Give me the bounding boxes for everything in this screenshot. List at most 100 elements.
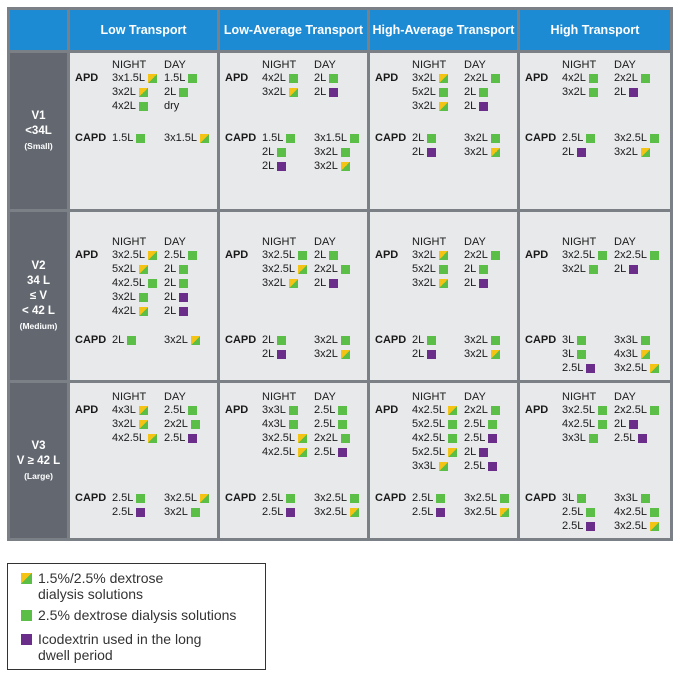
dose-value: 3x2L xyxy=(314,160,338,172)
green-swatch-icon xyxy=(148,279,158,288)
dose-value: 4x2.5L xyxy=(614,506,648,518)
green-swatch-icon xyxy=(277,148,287,157)
green-swatch-icon xyxy=(448,434,458,443)
green-swatch-icon xyxy=(298,251,308,260)
green-swatch-icon xyxy=(190,420,200,429)
row-label-line: ≤ V xyxy=(29,290,48,302)
night-heading: NIGHT xyxy=(262,59,297,71)
green-swatch-icon xyxy=(286,494,296,503)
dose-value: 3x2L xyxy=(562,263,586,275)
green-swatch-icon xyxy=(598,251,608,260)
purple-swatch-icon xyxy=(277,350,287,359)
night-heading: NIGHT xyxy=(562,236,597,248)
apd-label: APD xyxy=(75,404,99,416)
mixed-swatch-icon xyxy=(438,102,448,111)
dose-value: 3x2.5L xyxy=(112,249,146,261)
header-high-average-transport: High-Average Transport xyxy=(370,10,517,50)
dose-value: 3x2L xyxy=(412,100,436,112)
dose-value: 2L xyxy=(614,418,627,430)
dose-value: 2x2L xyxy=(464,404,488,416)
green-swatch-icon xyxy=(427,134,437,143)
capd-label: CAPD xyxy=(375,132,407,144)
dose-value: 2L xyxy=(164,277,177,289)
dose-value: 2L xyxy=(164,86,177,98)
green-swatch-icon xyxy=(490,251,500,260)
dose-value: 2L xyxy=(314,86,327,98)
green-swatch-icon xyxy=(179,265,189,274)
dose-value: 2.5L xyxy=(464,460,486,472)
green-swatch-icon xyxy=(490,336,500,345)
purple-swatch-icon xyxy=(488,462,498,471)
green-swatch-icon xyxy=(588,265,598,274)
green-swatch-icon xyxy=(277,336,287,345)
dose-value: 2x2.5L xyxy=(614,404,648,416)
mixed-swatch-icon xyxy=(640,148,650,157)
mixed-swatch-icon xyxy=(438,279,448,288)
day-heading: DAY xyxy=(164,391,186,403)
green-swatch-icon xyxy=(188,74,198,83)
dose-value: 4x2L xyxy=(262,72,286,84)
dose-value: 2L xyxy=(314,277,327,289)
regimen-cell: NIGHT DAY APD CAPD 3x1.5L 3x2L 4x2L 1.5L 2L dry 1.… xyxy=(70,53,217,209)
regimen-cell: NIGHT DAY APD CAPD 3x2.5L 5x2L 4x2.5L 3x2L 4x2L 2… xyxy=(70,212,217,380)
green-swatch-icon xyxy=(190,508,200,517)
dose-value: 3x2L xyxy=(464,146,488,158)
dose-value: 2L xyxy=(262,334,275,346)
dose-value: 3x2L xyxy=(412,72,436,84)
dose-value: 3x2.5L xyxy=(262,432,296,444)
dose-value: 3x2L xyxy=(412,249,436,261)
mixed-swatch-icon xyxy=(138,265,148,274)
mixed-swatch-icon xyxy=(340,350,350,359)
purple-swatch-icon xyxy=(629,265,639,274)
dose-value: 2L xyxy=(262,160,275,172)
dose-value: 3x3L xyxy=(262,404,286,416)
purple-swatch-icon xyxy=(479,102,489,111)
dose-value: 3x2L xyxy=(314,146,338,158)
legend-text: dialysis solutions xyxy=(38,586,144,602)
dose-value: 2L xyxy=(412,146,425,158)
dose-value: dry xyxy=(164,100,180,112)
dose-value: 3x2.5L xyxy=(464,506,498,518)
dose-value: 4x2.5L xyxy=(262,446,296,458)
row-label-size: (Large) xyxy=(24,470,53,481)
green-swatch-icon xyxy=(288,74,298,83)
dose-value: 3x1.5L xyxy=(164,132,198,144)
capd-label: CAPD xyxy=(525,492,557,504)
purple-swatch-icon xyxy=(427,350,437,359)
green-swatch-icon xyxy=(179,88,189,97)
row-label-line: V1 xyxy=(31,110,46,122)
day-heading: DAY xyxy=(614,391,636,403)
night-heading: NIGHT xyxy=(112,391,147,403)
green-swatch-icon xyxy=(650,508,660,517)
dose-value: 3x3L xyxy=(412,460,436,472)
dose-value: 3x3L xyxy=(562,432,586,444)
purple-swatch-icon xyxy=(136,508,146,517)
green-swatch-icon xyxy=(479,88,489,97)
dose-value: 2x2L xyxy=(164,418,188,430)
green-swatch-icon xyxy=(438,265,448,274)
regimen-cell: NIGHT DAY APD CAPD 3x2L 5x2L 3x2L 2x2L 2L 2L 2L 2L 3… xyxy=(370,53,517,209)
mixed-swatch-icon xyxy=(138,406,148,415)
dose-value: 2L xyxy=(464,263,477,275)
dose-value: 2.5L xyxy=(262,492,284,504)
purple-swatch-icon xyxy=(586,522,596,531)
dose-value: 2.5L xyxy=(412,506,434,518)
mixed-swatch-icon xyxy=(148,434,158,443)
purple-swatch-icon xyxy=(629,88,639,97)
dose-value: 5x2L xyxy=(412,263,436,275)
header-low-average-transport: Low-Average Transport xyxy=(220,10,367,50)
day-heading: DAY xyxy=(314,59,336,71)
dose-value: 3x3L xyxy=(614,492,638,504)
apd-label: APD xyxy=(525,72,549,84)
header-low-transport: Low Transport xyxy=(70,10,217,50)
dose-value: 2L xyxy=(464,277,477,289)
purple-swatch-icon xyxy=(338,448,348,457)
dose-value: 3x2.5L xyxy=(464,492,498,504)
green-swatch-icon xyxy=(138,293,148,302)
green-swatch-icon xyxy=(338,406,348,415)
apd-label: APD xyxy=(375,72,399,84)
dose-value: 3x2L xyxy=(112,418,136,430)
dose-value: 2.5L xyxy=(562,506,584,518)
green-swatch-icon xyxy=(188,406,198,415)
dose-value: 2x2.5L xyxy=(614,249,648,261)
